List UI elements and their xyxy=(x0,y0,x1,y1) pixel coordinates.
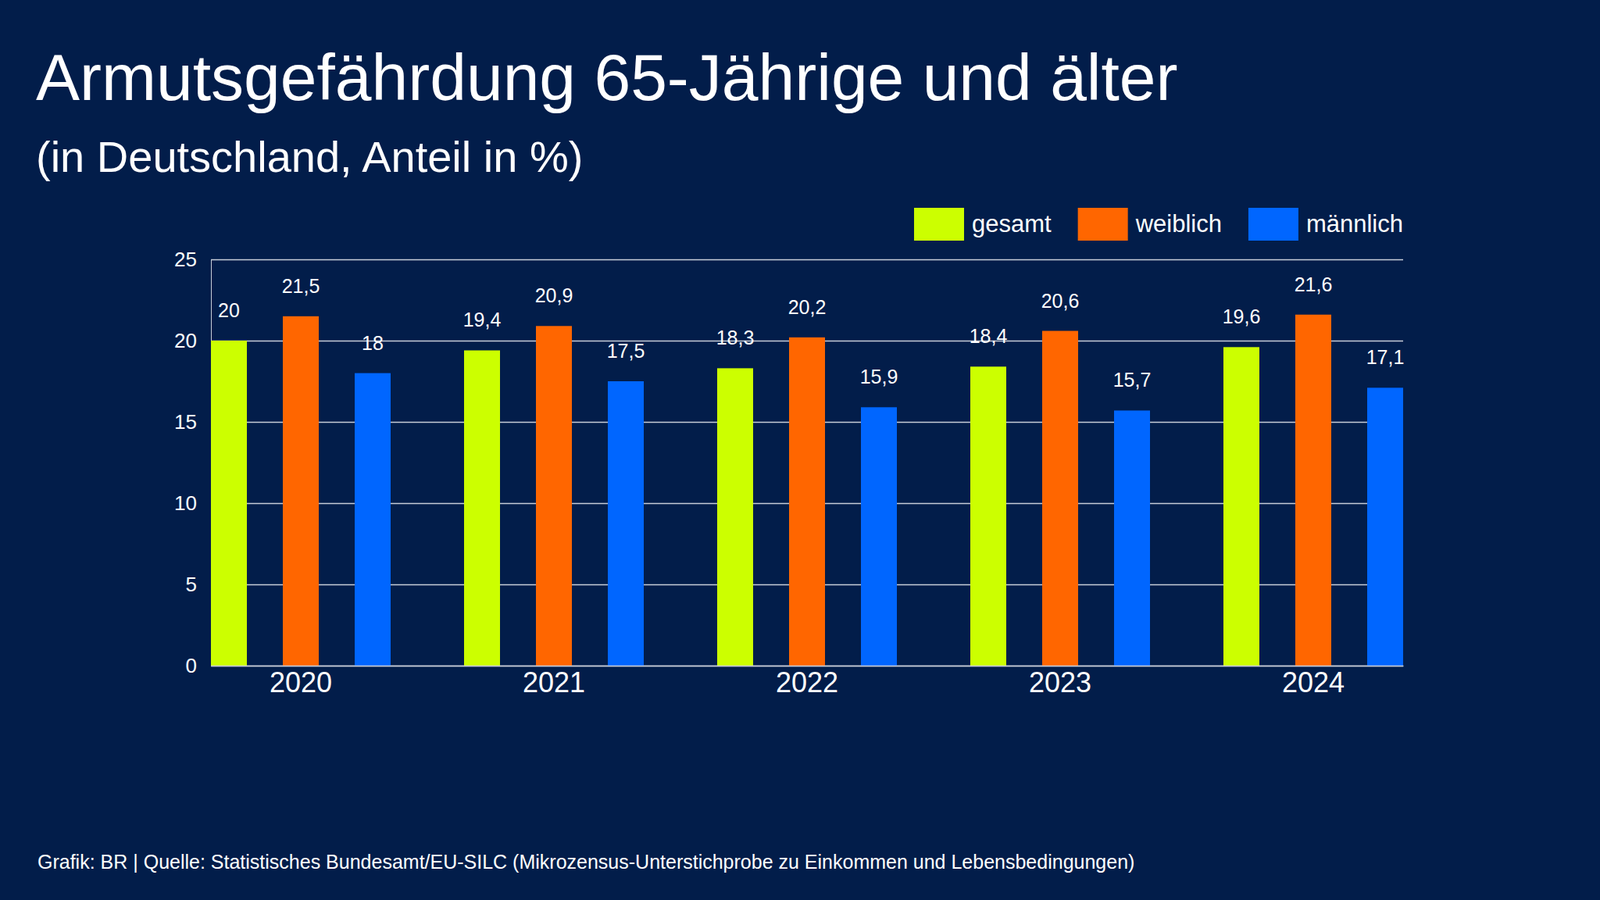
bar xyxy=(860,407,897,666)
title: Armutsgefährdung 65-Jährige und älter xyxy=(35,40,1179,115)
x-tick: 2024 xyxy=(1282,666,1345,699)
legend-swatch xyxy=(914,207,965,241)
legend-swatch xyxy=(1078,207,1129,241)
subtitle: (in Deutschland, Anteil in %) xyxy=(35,132,583,182)
x-tick: 2023 xyxy=(1028,666,1092,699)
bar xyxy=(464,350,500,666)
bar xyxy=(1223,346,1260,666)
y-tick: 25 xyxy=(174,247,1404,272)
data-label: 20 xyxy=(217,299,240,322)
bar xyxy=(354,373,391,666)
bar xyxy=(1114,410,1150,666)
bar xyxy=(1367,387,1404,666)
y-tick-label: 15 xyxy=(174,410,197,434)
data-label: 20,9 xyxy=(535,284,574,307)
x-tick-label: 2020 xyxy=(269,666,333,699)
x-axis: 2020 2021 2022 2023 2024 xyxy=(211,666,1404,699)
background xyxy=(0,0,1600,900)
y-tick-label: 5 xyxy=(185,572,197,597)
data-label: 21,6 xyxy=(1294,273,1333,296)
chart: Armutsgefährdung 65-Jährige und älter (in… xyxy=(0,0,1600,900)
data-label: 19,4 xyxy=(463,308,502,331)
bar xyxy=(535,325,572,666)
data-label: 17,1 xyxy=(1366,346,1405,368)
legend: gesamt weiblich männlich xyxy=(914,207,1404,241)
bar xyxy=(1295,314,1332,666)
data-label: 17,5 xyxy=(607,339,646,362)
bar xyxy=(210,340,247,666)
data-label: 15,9 xyxy=(860,365,899,388)
legend-item: weiblich xyxy=(1078,207,1222,241)
y-tick-label: 20 xyxy=(174,328,197,353)
x-tick-label: 2022 xyxy=(775,666,839,699)
y-tick-label: 0 xyxy=(185,653,197,678)
x-tick: 2020 xyxy=(269,666,333,699)
data-label: 19,6 xyxy=(1222,305,1261,328)
y-axis-line xyxy=(211,260,1404,667)
x-tick-label: 2023 xyxy=(1028,666,1092,699)
x-tick-label: 2021 xyxy=(522,666,586,699)
y-axis: 0 5 10 15 20 25 xyxy=(174,247,1404,678)
bar xyxy=(970,366,1007,666)
grid-line xyxy=(210,259,1404,261)
y-tick: 20 xyxy=(174,328,1404,353)
bar xyxy=(1042,331,1079,666)
legend-label: männlich xyxy=(1306,210,1404,238)
y-tick-label: 25 xyxy=(174,247,197,272)
bar xyxy=(717,367,754,666)
legend-label: weiblich xyxy=(1135,210,1222,238)
legend-swatch xyxy=(1248,207,1299,241)
x-tick: 2022 xyxy=(775,666,839,699)
bar xyxy=(282,316,319,666)
data-label: 15,7 xyxy=(1113,368,1152,391)
data-label: 21,5 xyxy=(282,275,321,297)
data-label: 20,6 xyxy=(1041,289,1080,312)
data-label: 18,4 xyxy=(969,325,1008,347)
data-labels: 20 19,4 18,3 18,4 19,6 21,5 20,9 20,2 20,6 21,6 18… xyxy=(217,273,1404,392)
x-tick: 2021 xyxy=(522,666,586,699)
bar xyxy=(607,381,644,666)
bars xyxy=(210,314,1404,666)
x-tick-label: 2024 xyxy=(1282,666,1345,699)
legend-label: gesamt xyxy=(971,210,1052,238)
y-tick-label: 10 xyxy=(174,491,197,515)
legend-item: gesamt xyxy=(914,207,1052,241)
data-label: 18 xyxy=(361,332,384,354)
bar xyxy=(789,337,825,666)
source: Grafik: BR | Quelle: Statistisches Bunde… xyxy=(37,850,1135,873)
legend-item: männlich xyxy=(1248,207,1404,241)
data-label: 18,3 xyxy=(716,326,755,349)
data-label: 20,2 xyxy=(788,296,827,318)
